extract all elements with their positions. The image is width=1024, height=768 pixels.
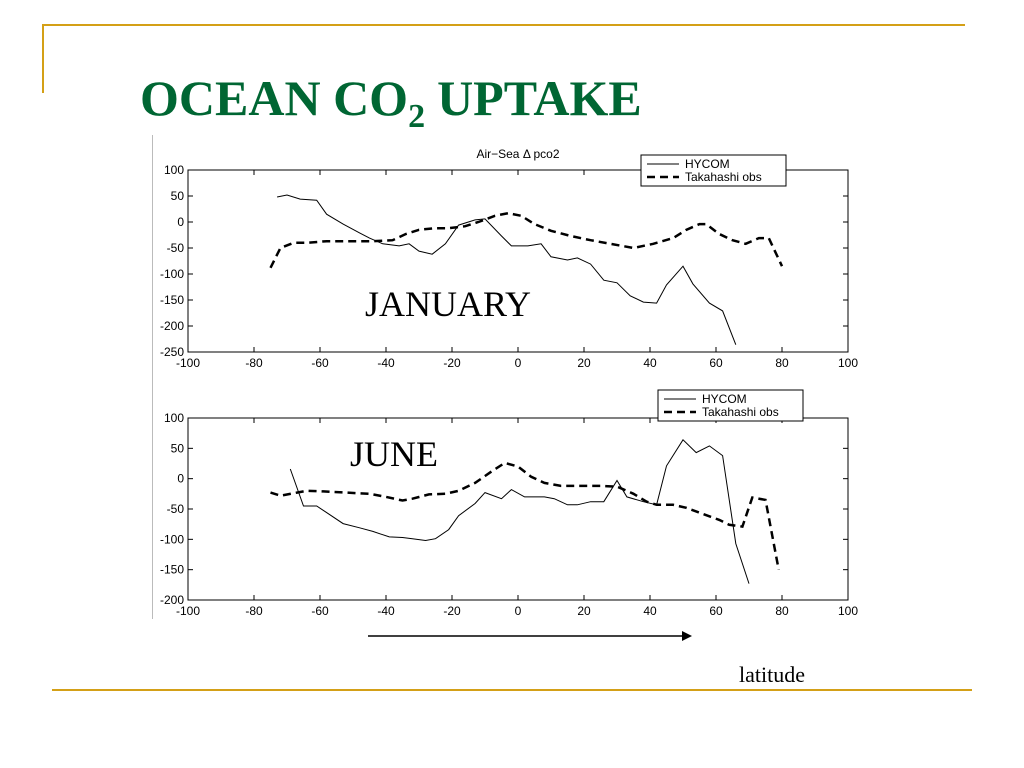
x-tick-label: 100 (838, 356, 858, 370)
legend-label: HYCOM (702, 392, 747, 406)
y-tick-label: -100 (160, 267, 184, 281)
series-line (270, 461, 780, 570)
y-tick-label: 0 (177, 472, 184, 486)
x-tick-label: 0 (515, 356, 522, 370)
y-tick-label: -50 (167, 241, 185, 255)
x-tick-label: 40 (643, 604, 657, 618)
x-tick-label: -80 (245, 356, 263, 370)
slide-title: OCEAN CO2 UPTAKE (140, 70, 642, 135)
y-tick-label: -100 (160, 532, 184, 546)
arrow-head (682, 631, 692, 641)
y-tick-label: 100 (164, 411, 184, 425)
annotation: JANUARY (365, 284, 531, 324)
y-tick-label: -50 (167, 502, 185, 516)
annotation: JUNE (350, 434, 438, 474)
x-tick-label: -100 (176, 604, 200, 618)
legend-box (657, 389, 804, 422)
y-tick-label: -150 (160, 563, 184, 577)
x-tick-label: -60 (311, 356, 329, 370)
x-tick-label: 100 (838, 604, 858, 618)
x-tick-label: 80 (775, 604, 789, 618)
legend-label: Takahashi obs (702, 405, 779, 419)
y-tick-label: 50 (171, 189, 185, 203)
x-tick-label: -20 (443, 356, 461, 370)
x-tick-label: -60 (311, 604, 329, 618)
x-tick-label: -40 (377, 604, 395, 618)
chart-title: Air−Sea Δ pco2 (476, 147, 559, 161)
x-tick-label: -20 (443, 604, 461, 618)
x-tick-label: 20 (577, 356, 591, 370)
title-text: OCEAN CO (140, 70, 408, 126)
y-tick-label: 0 (177, 215, 184, 229)
x-tick-label: -100 (176, 356, 200, 370)
figure-area (152, 135, 865, 619)
x-tick-label: 60 (709, 356, 723, 370)
y-tick-label: -200 (160, 593, 184, 607)
y-tick-label: -200 (160, 319, 184, 333)
x-tick-label: 0 (515, 604, 522, 618)
x-tick-label: 60 (709, 604, 723, 618)
caption: latitude (739, 662, 805, 687)
y-tick-label: 50 (171, 441, 185, 455)
series-line (289, 439, 750, 584)
title-subscript: 2 (408, 98, 425, 135)
x-tick-label: 80 (775, 356, 789, 370)
legend-label: HYCOM (685, 157, 730, 171)
series-line (277, 194, 737, 345)
y-tick-label: 100 (164, 163, 184, 177)
legend-label: Takahashi obs (685, 170, 762, 184)
series-line (269, 211, 784, 269)
x-tick-label: -80 (245, 604, 263, 618)
x-tick-label: 40 (643, 356, 657, 370)
title-rest: UPTAKE (437, 70, 642, 126)
y-tick-label: -150 (160, 293, 184, 307)
y-tick-label: -250 (160, 345, 184, 359)
x-tick-label: -40 (377, 356, 395, 370)
legend-box (640, 154, 787, 187)
x-tick-label: 20 (577, 604, 591, 618)
